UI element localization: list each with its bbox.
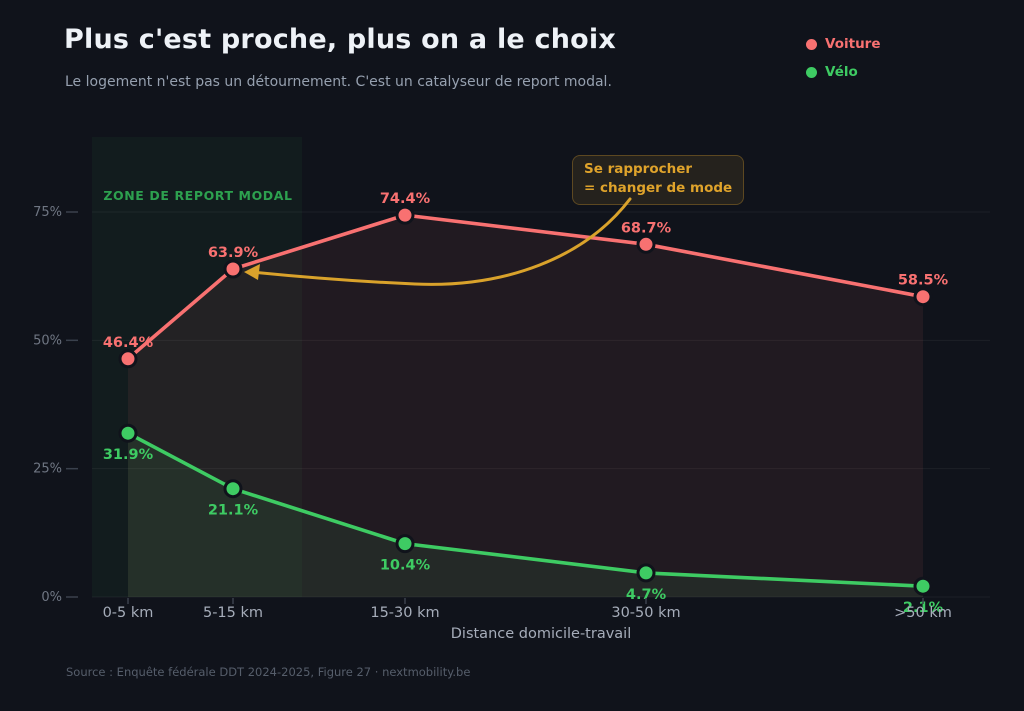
data-label-vélo: 21.1% [208, 503, 259, 519]
page-title: Plus c'est proche, plus on a le choix [64, 24, 616, 55]
annotation-line-1: Se rapprocher [584, 161, 693, 177]
axes: 0% 25% 50% 75% 0-5 km 5-15 km 15-30 km 30-50 km… [33, 205, 952, 621]
annotation-arrow-curve [250, 197, 632, 286]
y-tick-label: 0% [41, 590, 62, 605]
data-label-voiture: 58.5% [898, 273, 949, 289]
data-label-vélo: 31.9% [103, 447, 154, 463]
point-vélo [118, 423, 138, 443]
data-label-vélo: 4.7% [626, 587, 667, 603]
page-subtitle: Le logement n'est pas un détournement. C… [65, 74, 612, 90]
x-tick-label: 0-5 km [103, 605, 154, 621]
velo-dot-icon [806, 66, 817, 78]
data-label-vélo: 2.1% [903, 600, 944, 616]
source-note: Source : Enquête fédérale DDT 2024-2025,… [66, 665, 471, 679]
y-tick-label: 50% [33, 333, 62, 348]
area-fills [128, 215, 923, 597]
x-axis-title: Distance domicile-travail [450, 626, 632, 642]
voiture-dot-icon [806, 38, 817, 50]
point-voiture [223, 259, 243, 279]
y-tick-label: 75% [33, 205, 62, 220]
x-tick-label: 5-15 km [203, 605, 263, 621]
area-vélo [128, 433, 923, 597]
legend-label-voiture: Voiture [825, 36, 881, 52]
x-tick-label: >50 km [894, 605, 952, 621]
legend-item-velo[interactable]: Vélo [806, 64, 881, 80]
point-vélo [636, 563, 656, 583]
point-vélo [223, 479, 243, 499]
annotation-line-2: = changer de mode [584, 179, 733, 196]
y-tick-label: 25% [33, 462, 62, 477]
legend-label-velo: Vélo [825, 64, 858, 80]
data-label-vélo: 10.4% [380, 558, 431, 574]
data-label-voiture: 74.4% [380, 191, 431, 207]
area-voiture [128, 215, 923, 597]
x-tick-label: 15-30 km [370, 605, 439, 621]
legend: Voiture Vélo [806, 36, 881, 80]
data-points [118, 205, 933, 596]
point-voiture [913, 287, 933, 307]
zone-label: ZONE DE REPORT MODAL [103, 188, 293, 203]
legend-item-voiture[interactable]: Voiture [806, 36, 881, 52]
annotation-box: Se rapprocher = changer de mode [572, 155, 745, 205]
point-voiture [118, 349, 138, 369]
data-label-voiture: 46.4% [103, 335, 154, 351]
x-tick-label: 30-50 km [611, 605, 680, 621]
point-voiture [636, 234, 656, 254]
point-voiture [395, 205, 415, 225]
data-label-voiture: 68.7% [621, 220, 672, 236]
point-vélo [913, 576, 933, 596]
data-labels: 46.4% 63.9% 74.4% 68.7% 58.5% 31.9% 21.1% 10.4%… [103, 191, 949, 616]
gridlines [92, 211, 990, 598]
data-label-voiture: 63.9% [208, 245, 259, 261]
point-vélo [395, 534, 415, 554]
annotation-arrowhead-icon [244, 264, 260, 280]
